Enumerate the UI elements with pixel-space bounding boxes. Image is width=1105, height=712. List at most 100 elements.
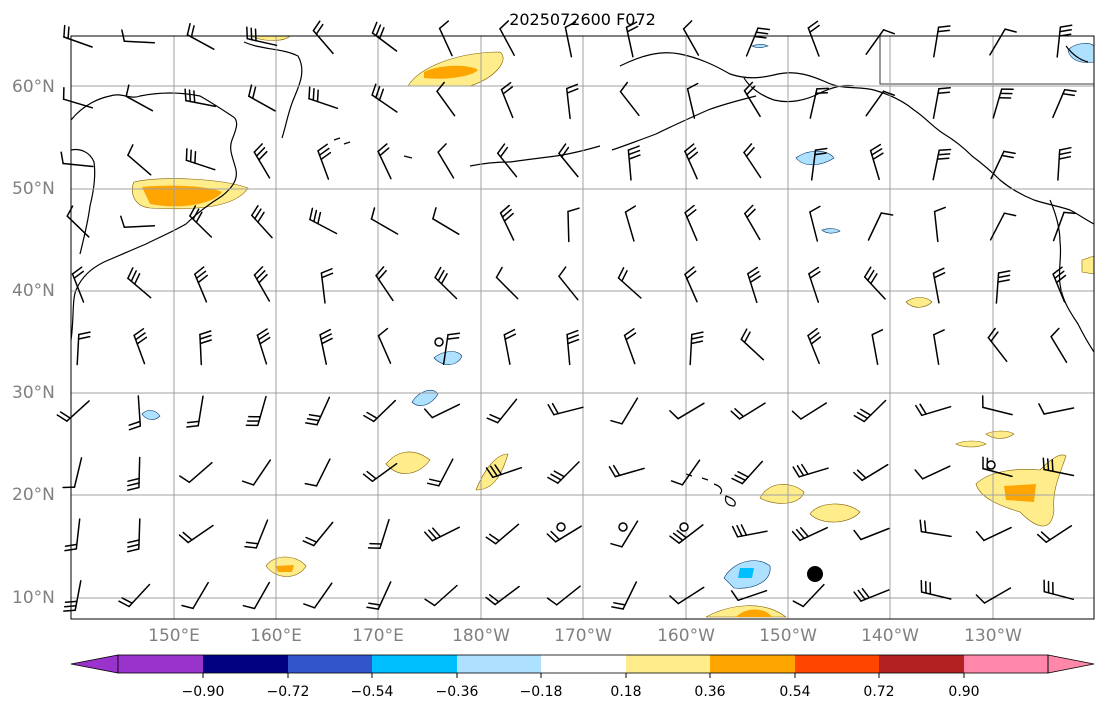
wind-barb-feather	[853, 471, 863, 482]
wind-barb-shaft	[921, 465, 951, 480]
wind-barb-feather	[736, 524, 743, 537]
wind-barb-feather	[550, 473, 562, 481]
wind-barb-feather	[134, 332, 146, 341]
wind-barb-shaft	[192, 581, 209, 610]
station-markers	[434, 337, 996, 582]
wind-barb-shaft	[686, 88, 696, 119]
wind-barb-feather	[810, 336, 822, 345]
wind-barb-feather	[687, 151, 699, 161]
negative-anomaly-region	[821, 228, 841, 234]
wind-barb-feather	[321, 337, 333, 345]
colorbar-tick-label: 0.54	[779, 684, 811, 700]
wind-barb-feather	[366, 470, 377, 480]
wind-barb-feather	[745, 146, 755, 158]
wind-barb-feather	[816, 87, 830, 90]
colorbar-tick-label: 0.18	[610, 684, 642, 700]
open-circle-icon	[556, 522, 566, 532]
wind-barb-feather	[1036, 533, 1047, 543]
wind-barb-feather	[437, 269, 445, 282]
wind-barb-feather	[424, 598, 436, 607]
wind-barb-feather	[437, 143, 447, 153]
wind-barb-feather	[362, 473, 374, 483]
wind-barb-feather	[808, 332, 820, 341]
wind-barb-feather	[923, 520, 927, 534]
wind-barb-feather	[814, 147, 828, 151]
wind-barb-feather	[608, 466, 617, 478]
wind-barb-feather	[1059, 29, 1072, 33]
open-circle-icon	[986, 460, 996, 470]
wind-barb-shaft	[495, 276, 519, 300]
wind-barb-feather	[368, 602, 381, 606]
wind-barb-feather	[305, 536, 318, 543]
wind-barb-feather	[997, 270, 1011, 274]
wind-barb-feather	[743, 143, 753, 154]
wind-barb-feather	[611, 606, 624, 610]
wind-barb-feather	[305, 422, 318, 426]
wind-barb-feather	[120, 215, 126, 228]
wind-barb-feather	[807, 327, 818, 337]
wind-barb-shaft	[871, 333, 879, 366]
wind-barb-feather	[242, 604, 256, 610]
wind-barb-feather	[1040, 531, 1051, 541]
wind-barb-feather	[377, 143, 388, 153]
wind-barb-feather	[195, 211, 203, 224]
wind-barb-feather	[125, 84, 130, 98]
wind-barb-feather	[791, 530, 801, 542]
lon-label-140w: 140°W	[861, 626, 919, 646]
wind-barb-shaft	[123, 40, 156, 44]
open-circle-icon	[618, 522, 628, 532]
wind-barb-feather	[302, 540, 315, 547]
wind-barb-feather	[730, 590, 739, 602]
wind-barb-feather	[1063, 88, 1077, 92]
wind-barb-shaft	[188, 461, 213, 484]
colorbar-segment	[710, 655, 795, 673]
wind-barb-feather	[258, 273, 268, 284]
wind-barb-feather	[496, 143, 506, 155]
wind-barb-shaft	[127, 154, 152, 176]
positive-anomaly-region	[809, 503, 861, 523]
wind-barb-feather	[181, 604, 194, 610]
colorbar-extend-low	[70, 654, 119, 674]
wind-barb-feather	[628, 154, 641, 160]
wind-barb-feather	[566, 88, 579, 94]
wind-barb-feather	[1063, 211, 1077, 215]
wind-barb-feather	[676, 529, 687, 539]
wind-barb-feather	[78, 331, 91, 336]
wind-barb-feather	[740, 524, 748, 536]
wind-barb-shaft	[619, 90, 640, 117]
wind-barb-feather	[672, 532, 684, 542]
wind-barb-feather	[199, 330, 212, 336]
wind-barb-feather	[504, 333, 517, 340]
wind-barb-feather	[424, 408, 434, 419]
wind-barb-feather	[997, 279, 1010, 283]
wind-barb-feather	[136, 336, 148, 345]
wind-barb-feather	[800, 527, 809, 538]
wind-barb-feather	[255, 270, 266, 280]
wind-barb-feather	[863, 266, 872, 278]
wind-barb-feather	[60, 151, 64, 165]
wind-barb-shaft	[433, 584, 458, 607]
wind-barb-feather	[488, 533, 500, 542]
wind-barb-feather	[1004, 28, 1017, 33]
wind-barb-feather	[446, 336, 460, 340]
wind-barb-feather	[871, 148, 883, 156]
wind-barb-feather	[997, 274, 1011, 279]
wind-barb-feather	[375, 86, 381, 99]
wind-barb-feather	[375, 266, 385, 277]
wind-barb-feather	[546, 597, 558, 606]
colorbar-extend-high	[1047, 654, 1095, 674]
wind-barb-feather	[808, 266, 820, 275]
wind-barb-feather	[494, 464, 503, 476]
wind-barb-shaft	[624, 211, 635, 242]
wind-barb-feather	[178, 534, 189, 544]
wind-barb-feather	[857, 589, 866, 601]
lat-label-10n: 10°N	[12, 588, 55, 608]
wind-barb-shaft	[567, 210, 570, 243]
shading-layer	[131, 35, 1095, 618]
wind-barb-feather	[815, 92, 829, 95]
wind-barb-feather	[1042, 457, 1045, 471]
wind-barb-feather	[1062, 93, 1075, 97]
wind-barb-feather	[258, 332, 270, 341]
wind-barb-feather	[686, 209, 697, 218]
wind-barb-feather	[792, 600, 805, 608]
